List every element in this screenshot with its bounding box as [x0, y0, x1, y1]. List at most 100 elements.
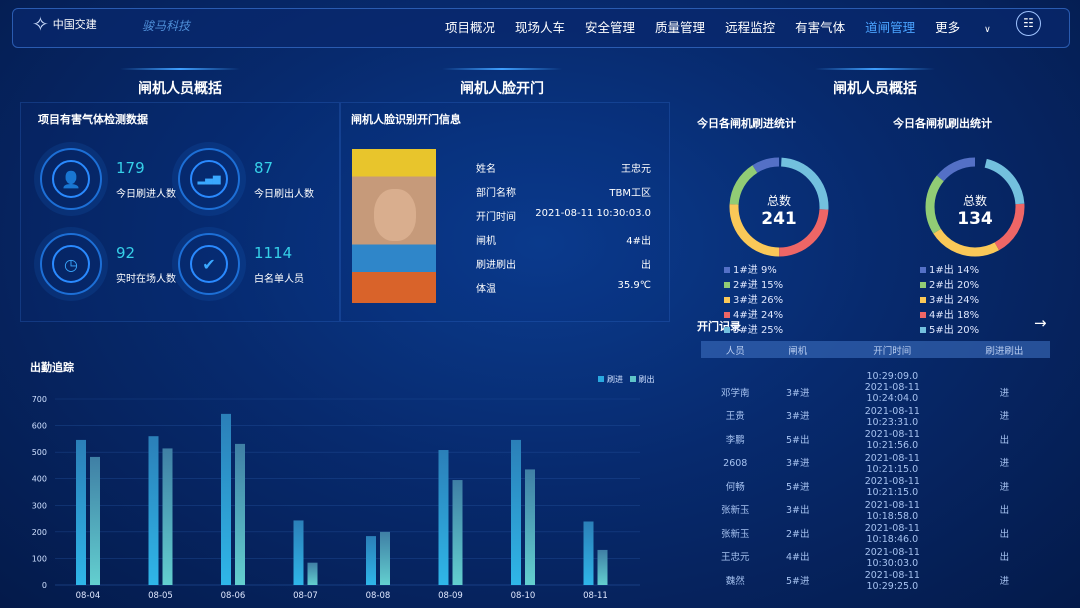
donut-segment — [925, 157, 1025, 257]
nav-item[interactable]: 质量管理 — [655, 20, 706, 35]
time-cell: 10:29:09.0 — [866, 370, 919, 382]
column-header[interactable]: 开门时间 — [825, 341, 959, 358]
person-cell: 2608 — [723, 458, 748, 470]
time-cell: 2021-08-11 10:30:03.0 — [864, 546, 920, 569]
grid-list-icon[interactable]: ☷ — [1016, 11, 1041, 36]
info-value: 4#出 — [626, 236, 651, 247]
legend-item[interactable]: 3#出 24% — [920, 295, 979, 306]
table-row[interactable]: 魏然 5#进 2021-08-11 10:29:25.0 进 — [701, 570, 1050, 591]
donut-segment — [729, 157, 829, 257]
info-key: 开门时间 — [476, 212, 516, 223]
info-key: 闸机 — [476, 236, 496, 247]
info-row: 部门名称 TBM工区 — [476, 184, 651, 208]
direction-cell: 进 — [999, 458, 1010, 470]
person-cell: 何畅 — [725, 481, 745, 493]
time-cell: 2021-08-11 10:21:15.0 — [864, 476, 920, 499]
nav-item[interactable]: 远程监控 — [725, 20, 776, 35]
nav-item[interactable]: 道闸管理 — [865, 20, 916, 35]
gate-cell: 5#出 — [785, 434, 810, 446]
gate-cell: 3#进 — [785, 411, 810, 423]
time-cell: 2021-08-11 10:18:46.0 — [864, 523, 920, 546]
legend-item[interactable]: 3#进 26% — [724, 295, 783, 306]
legend-item[interactable]: 5#进 25% — [724, 325, 783, 336]
nav-item[interactable]: 有害气体 — [795, 20, 846, 35]
person-icon: 👤 — [52, 160, 90, 198]
stat-label: 今日刷进人数 — [116, 188, 176, 200]
legend-item[interactable]: 5#出 20% — [920, 325, 979, 336]
bar-out — [235, 443, 245, 585]
info-row: 刷进刷出 出 — [476, 256, 651, 280]
stat-card: ✔ 1114 白名单人员 — [178, 233, 304, 295]
top-nav: 项目概况 现场人车 安全管理 质量管理 远程监控 有害气体 道闸管理 更多 ∨ — [445, 17, 1031, 36]
direction-cell: 进 — [999, 411, 1010, 423]
direction-cell: 进 — [999, 481, 1010, 493]
stat-value: 1114 — [254, 243, 293, 262]
time-cell: 2021-08-11 10:29:25.0 — [864, 570, 920, 591]
info-key: 部门名称 — [476, 188, 516, 199]
table-row[interactable]: 何畅 5#进 2021-08-11 10:21:15.0 进 — [701, 476, 1050, 500]
donut-center: 总数 241 — [761, 194, 797, 229]
legend-item[interactable]: 2#进 15% — [724, 280, 783, 291]
column-header[interactable]: 刷进刷出 — [958, 341, 1050, 358]
section-title-left: 闸机人员概括 — [138, 81, 222, 97]
table-row[interactable]: 邓学南 3#进 2021-08-11 10:24:04.0 进 — [701, 382, 1050, 406]
legend-swatch-out — [629, 376, 636, 382]
bar-out — [452, 480, 463, 585]
bar-in — [366, 536, 376, 585]
legend-item[interactable]: 1#进 9% — [724, 265, 777, 276]
bar-in — [76, 439, 86, 585]
info-value: 2021-08-11 10:30:03.0 — [535, 208, 651, 219]
stat-value: 92 — [116, 243, 136, 262]
nav-more[interactable]: 更多 ∨ — [935, 20, 991, 35]
table-row[interactable]: 张新玉 2#出 2021-08-11 10:18:46.0 出 — [701, 523, 1050, 547]
info-value: 35.9℃ — [617, 280, 652, 291]
clock-icon: ◷ — [52, 245, 90, 283]
info-value: TBM工区 — [609, 188, 651, 199]
stat-label: 实时在场人数 — [116, 273, 176, 285]
stat-ring: ✔ — [178, 233, 240, 295]
nav-item[interactable]: 现场人车 — [515, 20, 566, 35]
face-title: 闸机人脸识别开门信息 — [351, 113, 461, 126]
y-tick-label: 200 — [32, 528, 47, 537]
stats-title: 项目有害气体检测数据 — [38, 113, 148, 126]
person-cell: 邓学南 — [720, 387, 750, 399]
legend-item[interactable]: 4#进 24% — [724, 310, 783, 321]
bar-out — [597, 549, 608, 585]
table-row[interactable]: 2608 3#进 2021-08-11 10:21:15.0 进 — [701, 452, 1050, 476]
y-tick-label: 0 — [42, 581, 47, 590]
donut-title: 今日各闸机刷出统计 — [893, 117, 992, 130]
time-cell: 2021-08-11 10:21:15.0 — [864, 452, 920, 475]
table-row[interactable]: 张新玉 3#出 2021-08-11 10:18:58.0 出 — [701, 499, 1050, 523]
compass-logo-icon: ✧ — [32, 12, 49, 36]
records-table[interactable]: 人员 闸机 开门时间 刷进刷出 10:29:09.0 邓学南 3#进 2021-08-11 10… — [701, 341, 1050, 591]
time-cell: 2021-08-11 10:21:56.0 — [864, 429, 920, 452]
chart-legend: 刷进 刷出 — [598, 374, 655, 385]
table-row[interactable]: 王贵 3#进 2021-08-11 10:23:31.0 进 — [701, 405, 1050, 429]
nav-item[interactable]: 项目概况 — [445, 20, 496, 35]
donut-center: 总数 134 — [957, 194, 993, 229]
x-tick-label: 08-08 — [366, 591, 391, 601]
face-info: 姓名 王忠元 部门名称 TBM工区 开门时间 2021-08-11 10:30:03.0 闸… — [476, 160, 651, 304]
legend-item[interactable]: 1#出 14% — [920, 265, 979, 276]
column-header[interactable]: 闸机 — [769, 341, 826, 358]
donut-segment — [925, 157, 1025, 257]
person-cell: 张新玉 — [720, 505, 750, 517]
donut-legend: 1#出 14% 2#出 20% 3#出 24% 4#出 18% 5#出 20% — [920, 263, 1040, 338]
donut-segment — [729, 157, 829, 257]
bar-in — [221, 413, 231, 585]
stat-ring: ◷ — [40, 233, 102, 295]
stat-ring: 👤 — [40, 148, 102, 210]
column-header[interactable]: 人员 — [701, 341, 770, 358]
bar-in — [511, 439, 521, 585]
x-tick-label: 08-10 — [511, 591, 536, 601]
arrow-right-icon[interactable]: → — [1034, 314, 1047, 332]
donut-legend: 1#进 9% 2#进 15% 3#进 26% 4#进 24% 5#进 25% — [724, 263, 844, 338]
legend-item[interactable]: 2#出 20% — [920, 280, 979, 291]
table-row[interactable]: 李鹏 5#出 2021-08-11 10:21:56.0 出 — [701, 429, 1050, 453]
nav-item[interactable]: 安全管理 — [585, 20, 636, 35]
person-cell: 王忠元 — [720, 552, 750, 564]
info-key: 姓名 — [476, 164, 496, 175]
legend-item[interactable]: 4#出 18% — [920, 310, 979, 321]
table-row[interactable]: 王忠元 4#出 2021-08-11 10:30:03.0 出 — [701, 546, 1050, 570]
bar-out — [307, 562, 318, 585]
